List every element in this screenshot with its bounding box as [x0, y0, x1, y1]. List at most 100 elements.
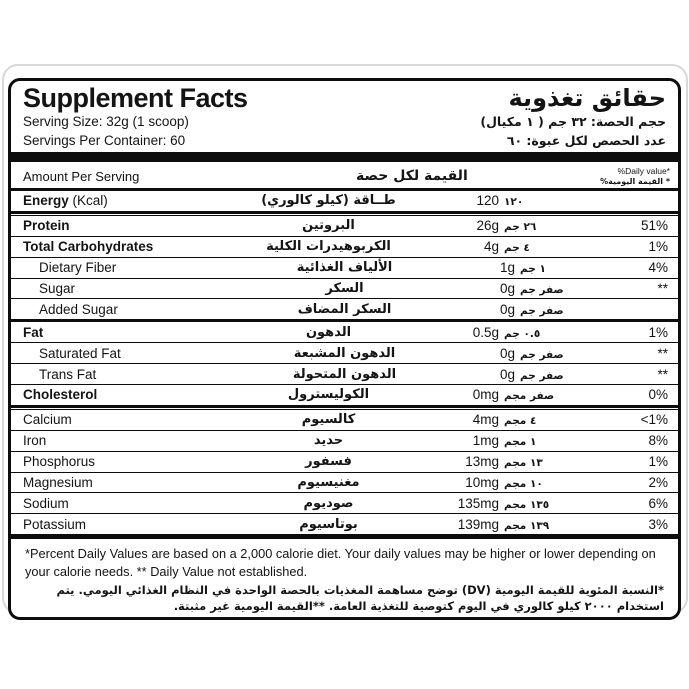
- nutrient-daily-value: 0%: [648, 387, 668, 403]
- row-separator: [11, 319, 678, 323]
- nutrient-amount-cell: 1mg ١ مجم: [416, 433, 576, 448]
- nutrient-amount: 0.5g: [472, 324, 499, 340]
- nutrient-row-magnesium: Magnesium مغنيسيوم 10mg ١٠ مجم 2%: [11, 473, 678, 493]
- amount-per-serving-header-english: Amount Per Serving: [23, 169, 140, 184]
- nutrient-row-phosphorus: Phosphorus فسفور 13mg ١٣ مجم 1%: [11, 452, 678, 472]
- row-separator: [11, 384, 678, 386]
- row-separator: [11, 210, 678, 216]
- nutrient-amount-ar: صفر جم: [520, 304, 564, 317]
- nutrient-table: Energy (Kcal) طــاقة (كيلو كالوري) 120 ١٢٠ P…: [11, 191, 678, 540]
- row-separator: [11, 342, 678, 344]
- nutrient-daily-value: **: [657, 345, 668, 361]
- nutrient-daily-value: **: [657, 366, 668, 382]
- table-header: Amount Per Serving القيمة لكل حصة %Daily…: [11, 162, 678, 191]
- title-row: Supplement Facts حقائق تغذوية: [11, 81, 678, 112]
- nutrient-amount-ar: صفر جم: [520, 348, 564, 361]
- amount-per-serving-header-arabic: القيمة لكل حصة: [356, 168, 468, 184]
- nutrient-amount-cell: 139mg ١٣٩ مجم: [416, 517, 576, 532]
- daily-value-header-arabic: %القيمة اليومية *: [600, 176, 670, 186]
- nutrient-name-en: Dietary Fiber: [39, 260, 117, 276]
- nutrient-row-dietary-fiber: Dietary Fiber الألياف الغذائية 1g ١ جم 4%: [11, 258, 678, 278]
- nutrient-name-en: Saturated Fat: [39, 345, 121, 361]
- nutrient-daily-value: 1%: [648, 324, 668, 340]
- nutrient-amount-ar: ١ مجم: [504, 436, 537, 449]
- nutrient-amount-ar: صفر مجم: [504, 390, 555, 403]
- nutrient-amount-ar: ١٣ مجم: [504, 457, 543, 470]
- row-separator: [11, 450, 678, 452]
- nutrient-amount: 10mg: [465, 475, 499, 491]
- nutrient-amount-cell: 135mg ١٣٥ مجم: [416, 496, 576, 511]
- nutrient-row-sodium: Sodium صوديوم 135mg ١٣٥ مجم 6%: [11, 493, 678, 513]
- serving-size-arabic: حجم الحصة: ٣٢ جم ( ١ مكيال): [480, 114, 666, 129]
- nutrient-amount-ar: ٤ جم: [504, 242, 530, 255]
- nutrient-name-en: Fat: [23, 324, 44, 340]
- nutrient-daily-value: 51%: [640, 218, 668, 234]
- nutrient-amount-ar: ١٢٠: [504, 196, 524, 209]
- nutrient-amount: 120: [476, 193, 499, 209]
- nutrient-amount-cell: 4g ٤ جم: [416, 239, 576, 254]
- serving-size-english: Serving Size: 32g (1 scoop): [23, 114, 189, 129]
- nutrient-amount: 0mg: [472, 387, 499, 403]
- nutrient-amount-cell: 0g صفر جم: [432, 346, 592, 361]
- nutrient-amount: 1mg: [472, 433, 499, 449]
- row-separator: [11, 363, 678, 365]
- servings-per-container-line: Servings Per Container: 60 عدد الحصص لكل…: [11, 131, 678, 150]
- nutrient-name-ar: فسفور: [305, 454, 352, 470]
- nutrient-amount-cell: 4mg ٤ مجم: [416, 412, 576, 427]
- nutrient-amount: 4g: [483, 239, 499, 255]
- row-separator: [11, 534, 678, 540]
- row-separator: [11, 256, 678, 258]
- row-separator: [11, 513, 678, 515]
- nutrient-amount-ar: ١٠ مجم: [504, 478, 543, 491]
- nutrient-name-en: Total Carbohydrates: [23, 239, 154, 255]
- nutrient-name-en: Protein: [23, 218, 70, 234]
- nutrient-name-note: (Kcal): [68, 193, 108, 209]
- nutrient-amount-cell: 0.5g ٠.٥ جم: [416, 325, 576, 340]
- nutrient-row-fat: Fat الدهون 0.5g ٠.٥ جم 1%: [11, 322, 678, 342]
- nutrient-name-ar: طــاقة (كيلو كالوري): [261, 193, 396, 209]
- servings-per-container-arabic: عدد الحصص لكل عبوة: ٦٠: [506, 133, 666, 148]
- nutrient-daily-value: 1%: [648, 239, 668, 255]
- nutrient-daily-value: 3%: [648, 516, 668, 532]
- nutrient-name-en: Sugar: [39, 281, 76, 296]
- title-english: Supplement Facts: [23, 83, 248, 113]
- nutrient-row-added-sugar: Added Sugar السكر المضاف 0g صفر جم: [11, 299, 678, 319]
- nutrient-amount-ar: صفر جم: [520, 369, 564, 382]
- nutrient-amount-cell: 0g صفر جم: [432, 302, 592, 317]
- nutrient-amount-cell: 0mg صفر مجم: [416, 387, 576, 402]
- nutrient-row-trans-fat: Trans Fat الدهون المتحولة 0g صفر جم **: [11, 364, 678, 384]
- nutrient-name-ar: البروتين: [302, 218, 355, 234]
- nutrient-row-sugar: Sugar السكر 0g صفر جم **: [11, 279, 678, 299]
- nutrient-name-ar: بوتاسيوم: [299, 516, 358, 532]
- nutrient-amount-ar: ٠.٥ جم: [504, 327, 541, 340]
- nutrient-amount-ar: ١٣٥ مجم: [504, 498, 550, 511]
- row-separator: [11, 235, 678, 237]
- nutrient-amount: 1g: [499, 260, 515, 276]
- nutrient-name-en: Potassium: [23, 516, 87, 532]
- row-separator: [11, 429, 678, 431]
- nutrient-row-total-carbohydrates: Total Carbohydrates الكربوهيدرات الكلية 4g…: [11, 237, 678, 257]
- nutrient-amount-ar: صفر جم: [520, 284, 564, 296]
- row-separator: [11, 277, 678, 279]
- nutrient-daily-value: 1%: [648, 454, 668, 470]
- supplement-facts-panel: Supplement Facts حقائق تغذوية Serving Si…: [8, 78, 681, 620]
- nutrient-amount-cell: 1g ١ جم: [432, 260, 592, 275]
- nutrient-amount-cell: 13mg ١٣ مجم: [416, 454, 576, 469]
- title-arabic: حقائق تغذوية: [508, 84, 667, 112]
- nutrient-name-ar: الألياف الغذائية: [296, 260, 393, 276]
- nutrient-name-en: Sodium: [23, 495, 69, 511]
- nutrient-amount-cell: 26g ٢٦ جم: [416, 218, 576, 233]
- nutrient-name-en: Added Sugar: [39, 301, 118, 317]
- row-separator: [11, 492, 678, 494]
- daily-value-header-english: %Daily value*: [617, 166, 670, 176]
- nutrient-name-ar: الكوليسترول: [287, 387, 370, 403]
- nutrient-amount-cell: 120 ١٢٠: [416, 193, 576, 208]
- row-separator: [11, 298, 678, 300]
- footnote-english: *Percent Daily Values are based on a 2,0…: [25, 546, 656, 579]
- nutrient-name-en: Phosphorus: [23, 454, 96, 470]
- nutrient-amount-cell: 10mg ١٠ مجم: [416, 475, 576, 490]
- nutrient-name-ar: السكر: [325, 281, 364, 296]
- footnote-arabic: *النسبة المئوية للقيمة اليومية (DV) توضح…: [56, 583, 664, 613]
- nutrient-name-en: Trans Fat: [39, 366, 97, 382]
- nutrient-amount: 26g: [476, 218, 499, 234]
